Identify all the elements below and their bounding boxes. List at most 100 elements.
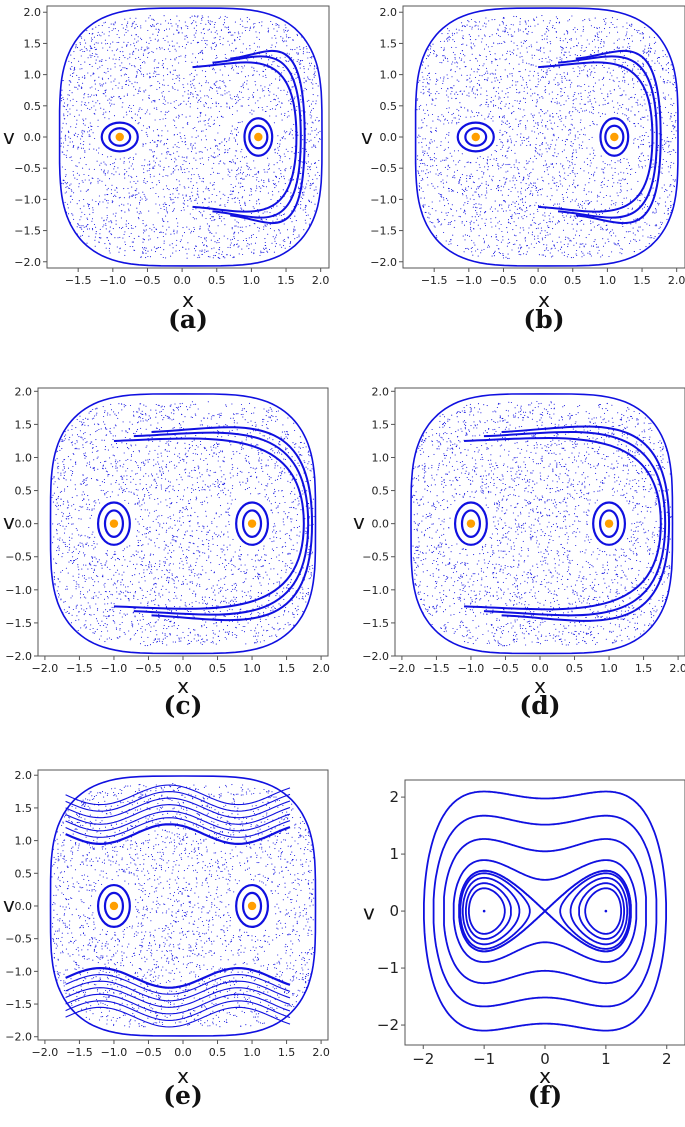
x-tick-label: 1.0: [599, 274, 617, 287]
x-tick-label: −0.5: [492, 662, 519, 675]
y-axis-label: v: [363, 901, 375, 925]
energy-level-curve: [465, 882, 625, 940]
axes-frame: [402, 5, 685, 269]
x-tick-label: 1.0: [243, 662, 261, 675]
resonance-arc: [133, 431, 310, 616]
resonance-arc: [192, 61, 298, 213]
resonance-arc: [558, 55, 658, 219]
axes-frame: [37, 387, 329, 657]
x-tick-label: 0.0: [529, 274, 547, 287]
band-orbit: [65, 817, 291, 995]
band-orbit: [65, 784, 291, 1028]
y-tick-label: −1.5: [5, 998, 32, 1011]
band-orbit: [65, 823, 291, 989]
energy-level-curve: [423, 790, 667, 1032]
fixed-point: [471, 132, 480, 142]
chaotic-sea-points: [416, 15, 677, 259]
fixed-point: [115, 132, 124, 142]
x-tick-label: 0.0: [174, 662, 192, 675]
y-tick-label: 1.0: [15, 835, 33, 848]
island-orbit: [453, 501, 488, 546]
fixed-point: [466, 519, 476, 528]
x-tick-label: 2.0: [312, 1046, 330, 1059]
axes-frame: [37, 769, 329, 1041]
plot-area: [58, 7, 323, 267]
y-tick-label: −1.0: [362, 584, 389, 597]
x-tick-label: −1.0: [99, 274, 126, 287]
island-orbit: [248, 124, 269, 150]
y-tick-label: −2.0: [370, 256, 397, 269]
outer-boundary-orbit: [414, 7, 679, 267]
island-orbit: [460, 509, 482, 538]
x-tick-label: 1.5: [278, 1046, 296, 1059]
x-tick-label: 1.5: [278, 662, 296, 675]
resonance-arc: [212, 55, 302, 219]
y-tick-label: 0.5: [15, 485, 33, 498]
island-orbit: [241, 891, 263, 921]
y-tick-label: 2.0: [15, 385, 33, 398]
fixed-point: [604, 519, 614, 528]
y-tick-label: −2.0: [5, 650, 32, 663]
x-tick-label: −1.5: [66, 1046, 93, 1059]
panel-caption: (e): [163, 1081, 203, 1110]
y-tick-label: 0.5: [372, 485, 390, 498]
y-tick-label: 1.0: [24, 69, 42, 82]
resonance-arc: [501, 425, 671, 622]
island-orbit: [235, 501, 270, 546]
y-tick-label: −1.0: [5, 965, 32, 978]
x-tick-label: −1.5: [423, 662, 450, 675]
y-tick-label: −0.5: [5, 933, 32, 946]
resonance-arc: [151, 426, 314, 622]
island-orbit: [592, 501, 627, 546]
x-tick-label: −1.0: [101, 1046, 128, 1059]
x-tick-label: −2: [412, 1050, 434, 1068]
y-tick-label: 1.5: [15, 418, 33, 431]
y-tick-label: −1.0: [14, 193, 41, 206]
x-tick-label: 0.5: [208, 274, 226, 287]
resonance-arc: [464, 436, 662, 611]
y-axis-label: v: [3, 893, 15, 917]
y-axis-label: v: [361, 125, 373, 149]
island-orbit: [96, 883, 131, 929]
y-axis-label: v: [3, 510, 15, 534]
x-tick-label: 1.5: [277, 274, 295, 287]
y-tick-label: −1.0: [370, 193, 397, 206]
x-tick-label: 1.0: [243, 274, 261, 287]
y-tick-label: 1.5: [15, 802, 33, 815]
fixed-point: [247, 519, 257, 528]
x-tick-label: −0.5: [135, 1046, 162, 1059]
band-orbit: [65, 804, 291, 1008]
x-tick-label: −2.0: [389, 662, 416, 675]
y-tick-label: 0.0: [24, 131, 42, 144]
y-tick-label: 0.0: [15, 518, 33, 531]
x-tick-label: −1.0: [458, 662, 485, 675]
subplot-c: −2.0 −1.5 −1.0 −0.5 0.0 0.5 1.0 1.5 2.0 2.0 1.5 1.0…: [3, 385, 330, 720]
x-tick-label: 2: [662, 1050, 672, 1068]
x-tick-label: −0.5: [490, 274, 517, 287]
island-orbit: [103, 891, 125, 921]
outer-boundary-orbit: [49, 775, 317, 1037]
x-tick-label: −1.5: [65, 274, 92, 287]
x-tick-label: 2.0: [312, 274, 330, 287]
island-orbit: [108, 127, 132, 147]
panel-caption: (b): [523, 305, 564, 334]
panel-caption: (c): [164, 691, 203, 720]
resonance-arc: [230, 49, 306, 225]
y-tick-label: 1.0: [372, 451, 390, 464]
x-tick-label: −1.5: [66, 662, 93, 675]
plot-area: [423, 790, 667, 1032]
y-tick-label: −2.0: [14, 256, 41, 269]
y-tick-label: 2.0: [24, 6, 42, 19]
y-tick-label: −0.5: [5, 551, 32, 564]
energy-level-curve: [432, 814, 658, 1008]
x-tick-label: −0.5: [135, 662, 162, 675]
separatrix: [458, 869, 632, 953]
y-tick-label: −1.0: [5, 584, 32, 597]
y-tick-label: 1: [389, 845, 399, 863]
x-tick-label: 0.5: [566, 662, 584, 675]
y-tick-label: 1.5: [372, 418, 390, 431]
x-tick-label: 1.5: [635, 662, 653, 675]
x-tick-label: 2.0: [312, 662, 330, 675]
x-tick-label: 1.0: [600, 662, 618, 675]
